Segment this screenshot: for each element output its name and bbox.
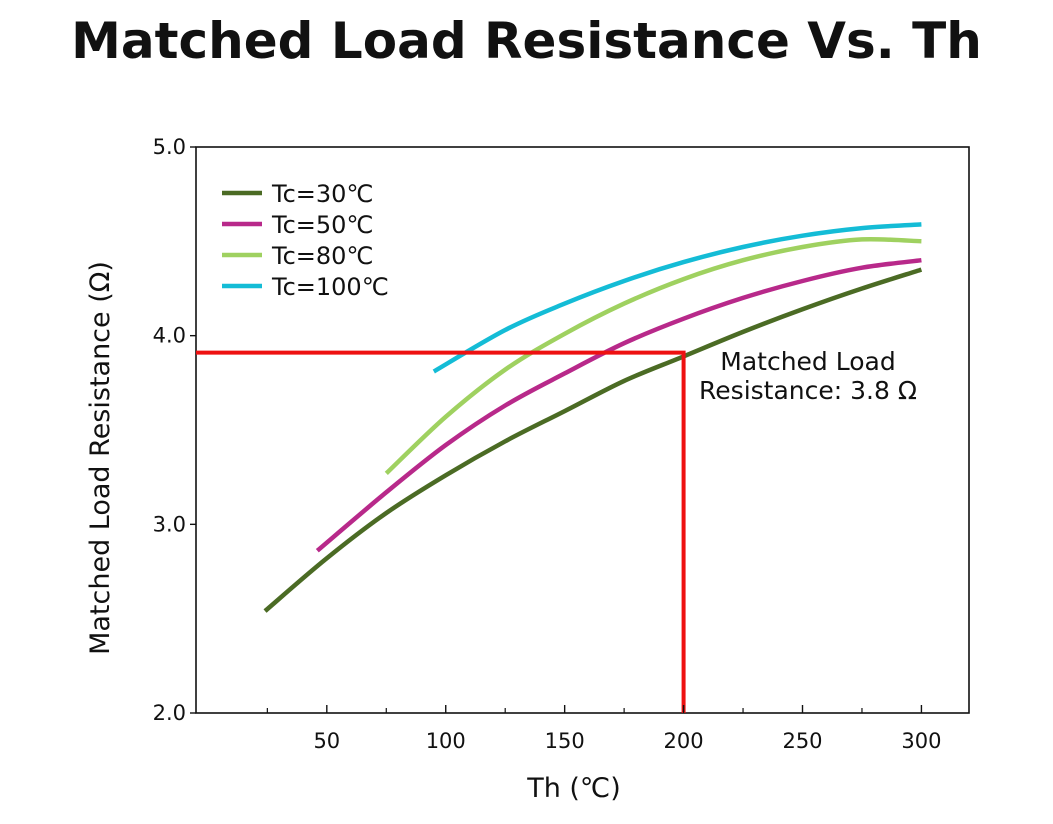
legend-label-4: Tc=100℃ — [271, 273, 389, 301]
y-tick-label: 2.0 — [153, 701, 186, 725]
x-tick-label: 150 — [545, 729, 585, 753]
chart-title: Matched Load Resistance Vs. Th — [71, 12, 982, 70]
annotation-line-1: Matched Load — [720, 347, 895, 376]
annotation-line-2: Resistance: 3.8 Ω — [699, 376, 917, 405]
legend-label-1: Tc=30℃ — [271, 180, 373, 208]
plot-frame — [195, 146, 970, 714]
series-line-3 — [384, 236, 922, 476]
legend-label-3: Tc=80℃ — [271, 242, 373, 270]
x-tick-label: 300 — [901, 729, 941, 753]
series-layer — [263, 222, 923, 613]
series-line-4 — [432, 222, 922, 374]
legend-label-2: Tc=50℃ — [271, 211, 373, 239]
reference-layer — [196, 350, 686, 713]
y-tick-label: 5.0 — [153, 135, 186, 159]
series-line-1 — [263, 267, 923, 613]
tick-layer: 50 100 150 200 250 300 2.0 3.0 4.0 5.0 — [153, 135, 942, 753]
legend: Tc=30℃ Tc=50℃ Tc=80℃ Tc=100℃ — [222, 180, 389, 301]
y-tick-label: 4.0 — [153, 324, 186, 348]
y-axis-label: Matched Load Resistance (Ω) — [85, 261, 116, 655]
x-tick-label: 250 — [782, 729, 822, 753]
x-tick-label: 100 — [426, 729, 466, 753]
x-axis-label: Th (℃) — [526, 773, 621, 804]
series-line-2 — [315, 257, 922, 553]
x-tick-label: 50 — [313, 729, 340, 753]
x-tick-label: 200 — [664, 729, 704, 753]
y-tick-label: 3.0 — [153, 512, 186, 536]
